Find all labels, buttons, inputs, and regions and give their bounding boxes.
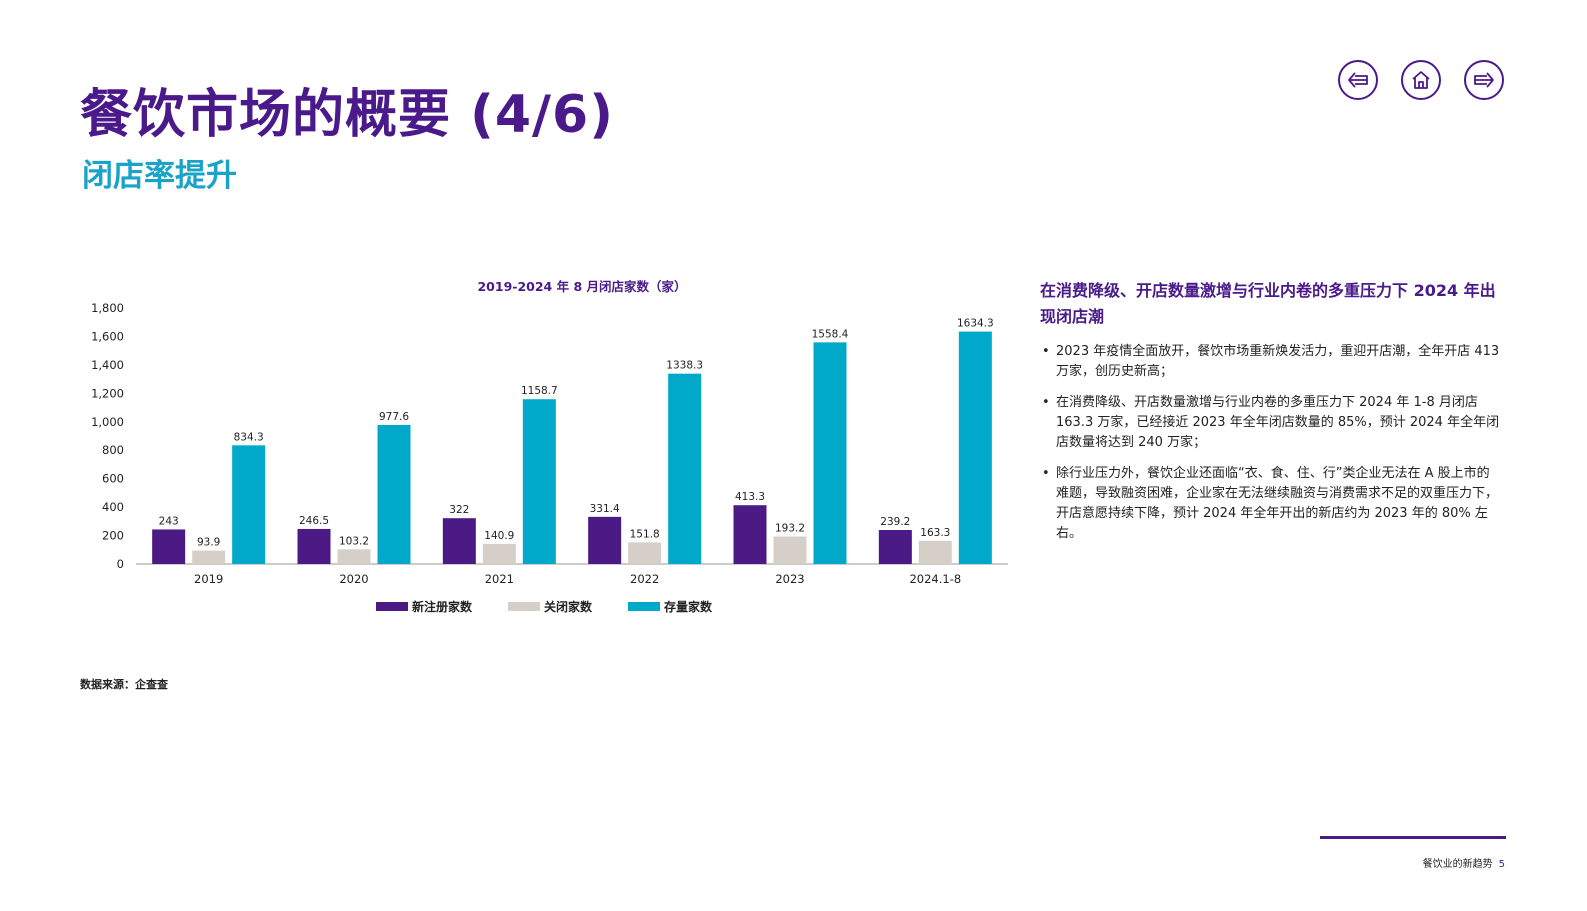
y-tick-label: 200: [102, 529, 124, 543]
bar: [192, 550, 226, 564]
y-tick-label: 1,000: [91, 415, 124, 429]
y-tick-label: 400: [102, 500, 124, 514]
y-tick-label: 1,600: [91, 329, 124, 343]
bar: [522, 399, 556, 564]
y-tick-label: 600: [102, 472, 124, 486]
legend-item-closed: 关闭家数: [508, 598, 592, 615]
footer-label: 餐饮业的新趋势: [1422, 859, 1493, 870]
legend-swatch-new: [376, 602, 408, 611]
chart-legend: 新注册家数 关闭家数 存量家数: [376, 598, 712, 615]
x-tick-label: 2020: [339, 572, 368, 586]
legend-swatch-closed: [508, 602, 541, 611]
bar: [813, 342, 847, 564]
data-label: 1158.7: [521, 385, 558, 397]
data-label: 413.3: [735, 491, 765, 503]
legend-item-new: 新注册家数: [376, 598, 472, 615]
legend-item-stock: 存量家数: [628, 598, 712, 615]
y-tick-label: 1,200: [91, 386, 124, 400]
x-tick-label: 2023: [775, 572, 804, 586]
bar: [442, 518, 476, 564]
insight-bullet: 除行业压力外，餐饮企业还面临“衣、食、住、行”类企业无法在 A 股上市的难题，导…: [1040, 464, 1500, 544]
bar: [628, 542, 662, 564]
data-label: 93.9: [197, 537, 220, 549]
data-label: 239.2: [880, 516, 910, 528]
bar: [482, 543, 516, 564]
footer: 餐饮业的新趋势 5: [1423, 855, 1505, 870]
bar: [733, 505, 767, 564]
legend-label-new: 新注册家数: [412, 600, 473, 614]
bar: [958, 331, 992, 564]
data-label: 151.8: [630, 528, 660, 540]
chart-title: 2019-2024 年 8 月闭店家数（家）: [477, 279, 686, 294]
bar: [588, 516, 622, 564]
data-label: 834.3: [234, 431, 264, 443]
x-tick-label: 2019: [194, 572, 223, 586]
data-label: 246.5: [299, 515, 329, 527]
x-tick-label: 2021: [485, 572, 514, 586]
slide-navigation: [1338, 60, 1504, 100]
data-label: 1558.4: [812, 328, 849, 340]
insight-list: 2023 年疫情全面放开，餐饮市场重新焕发活力，重迎开店潮，全年开店 413 万…: [1040, 342, 1500, 544]
next-button[interactable]: [1464, 60, 1504, 100]
footer-divider: [1320, 836, 1506, 839]
x-tick-label: 2022: [630, 572, 659, 586]
bar: [377, 424, 411, 564]
legend-label-closed: 关闭家数: [544, 600, 593, 614]
home-button[interactable]: [1401, 60, 1441, 100]
insight-bullet: 在消费降级、开店数量激增与行业内卷的多重压力下 2024 年 1-8 月闭店 1…: [1040, 393, 1500, 453]
bar: [773, 536, 807, 564]
data-label: 243: [159, 515, 179, 527]
page-subtitle: 闭店率提升: [82, 158, 237, 194]
data-label: 977.6: [379, 411, 409, 423]
page-title: 餐饮市场的概要 (4/6): [80, 85, 614, 145]
bar: [152, 529, 186, 564]
data-label: 322: [449, 504, 469, 516]
bar: [668, 373, 702, 564]
bar: [232, 445, 266, 564]
y-tick-label: 0: [117, 557, 124, 571]
y-tick-label: 1,800: [91, 301, 124, 315]
bar: [878, 529, 912, 564]
bar-chart: 2019-2024 年 8 月闭店家数（家） 0 200 400 600 800 1,000…: [91, 279, 1008, 586]
bar: [918, 540, 952, 564]
previous-button[interactable]: [1338, 60, 1378, 100]
x-tick-label: 2024.1-8: [909, 572, 961, 586]
insight-heading: 在消费降级、开店数量激增与行业内卷的多重压力下 2024 年出现闭店潮: [1040, 281, 1496, 326]
arrow-left-icon: [1348, 72, 1368, 88]
data-label: 1338.3: [666, 360, 703, 372]
arrow-right-icon: [1474, 72, 1494, 88]
insight-bullet: 2023 年疫情全面放开，餐饮市场重新焕发活力，重迎开店潮，全年开店 413 万…: [1040, 342, 1500, 382]
data-label: 163.3: [920, 527, 950, 539]
data-label: 331.4: [590, 503, 620, 515]
y-tick-label: 1,400: [91, 358, 124, 372]
insight-panel: 在消费降级、开店数量激增与行业内卷的多重压力下 2024 年出现闭店潮 2023…: [1040, 278, 1500, 555]
data-label: 1634.3: [957, 318, 994, 330]
y-tick-label: 800: [102, 443, 124, 457]
data-label: 103.2: [339, 535, 369, 547]
home-icon: [1412, 71, 1430, 89]
legend-label-stock: 存量家数: [664, 600, 713, 614]
data-source: 数据来源：企查查: [80, 678, 168, 691]
page-number: 5: [1498, 859, 1505, 870]
bar: [297, 528, 331, 564]
legend-swatch-stock: [628, 602, 661, 611]
bar: [337, 549, 371, 564]
data-label: 193.2: [775, 523, 805, 535]
data-label: 140.9: [484, 530, 514, 542]
